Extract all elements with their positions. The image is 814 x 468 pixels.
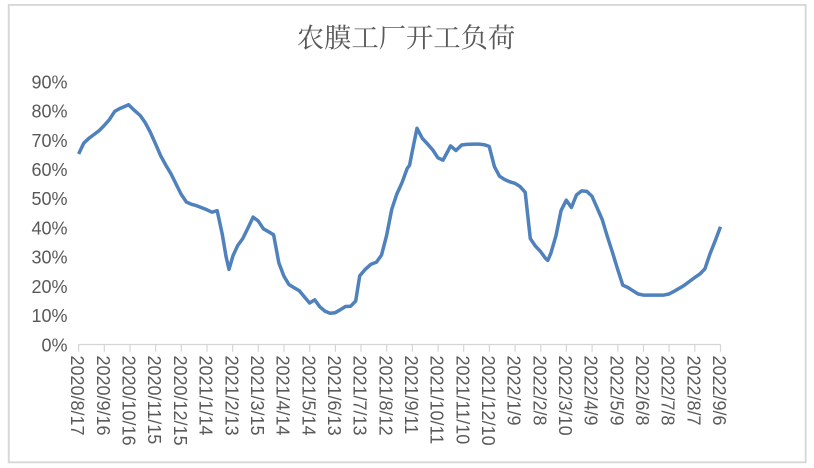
svg-text:2022/6/8: 2022/6/8 <box>632 356 652 426</box>
svg-text:40%: 40% <box>31 219 67 239</box>
svg-text:10%: 10% <box>31 306 67 326</box>
svg-text:80%: 80% <box>31 102 67 122</box>
svg-text:2021/7/13: 2021/7/13 <box>350 356 370 436</box>
svg-text:2021/12/10: 2021/12/10 <box>478 356 498 446</box>
svg-text:2022/2/8: 2022/2/8 <box>529 356 549 426</box>
svg-text:2021/6/13: 2021/6/13 <box>324 356 344 436</box>
svg-text:2022/7/8: 2022/7/8 <box>658 356 678 426</box>
svg-text:30%: 30% <box>31 248 67 268</box>
svg-text:2021/10/11: 2021/10/11 <box>427 356 447 445</box>
svg-text:2022/5/9: 2022/5/9 <box>606 356 626 426</box>
svg-text:2022/9/6: 2022/9/6 <box>709 356 729 426</box>
svg-text:0%: 0% <box>41 335 67 355</box>
svg-text:60%: 60% <box>31 160 67 180</box>
svg-text:2020/9/16: 2020/9/16 <box>93 356 113 436</box>
svg-text:2022/3/10: 2022/3/10 <box>555 356 575 436</box>
svg-text:50%: 50% <box>31 189 67 209</box>
svg-text:2020/10/16: 2020/10/16 <box>119 356 139 446</box>
svg-text:90%: 90% <box>31 72 67 92</box>
svg-text:2021/4/14: 2021/4/14 <box>273 356 293 436</box>
svg-text:2021/11/10: 2021/11/10 <box>452 356 472 445</box>
svg-text:2021/5/14: 2021/5/14 <box>298 356 318 436</box>
svg-text:20%: 20% <box>31 277 67 297</box>
svg-text:2021/9/11: 2021/9/11 <box>401 356 421 435</box>
svg-text:2022/1/9: 2022/1/9 <box>504 356 524 426</box>
svg-text:2022/8/7: 2022/8/7 <box>683 356 703 426</box>
svg-text:2022/4/9: 2022/4/9 <box>581 356 601 426</box>
svg-text:2021/2/13: 2021/2/13 <box>221 356 241 436</box>
svg-text:2021/1/14: 2021/1/14 <box>196 356 216 436</box>
svg-text:70%: 70% <box>31 131 67 151</box>
svg-text:2020/11/15: 2020/11/15 <box>144 356 164 445</box>
svg-text:2021/3/15: 2021/3/15 <box>247 356 267 436</box>
svg-text:2021/8/12: 2021/8/12 <box>375 356 395 436</box>
svg-text:2020/8/17: 2020/8/17 <box>67 356 87 436</box>
svg-text:2020/12/15: 2020/12/15 <box>170 356 190 446</box>
